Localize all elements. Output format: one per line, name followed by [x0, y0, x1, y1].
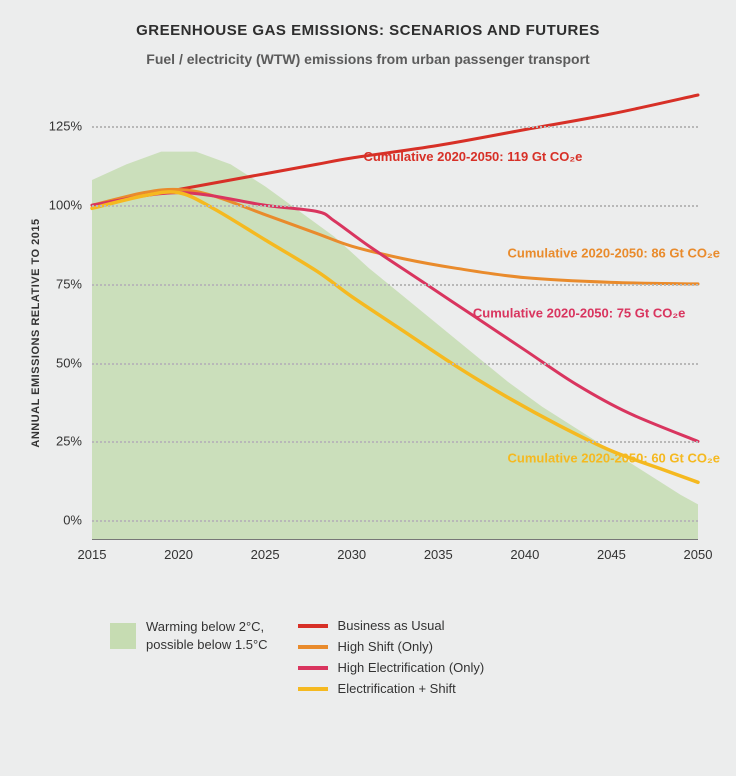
legend-area-item: Warming below 2°C, possible below 1.5°C — [110, 618, 268, 653]
legend-swatch-icon — [298, 687, 328, 691]
chart-title: GREENHOUSE GAS EMISSIONS: SCENARIOS AND … — [30, 22, 706, 39]
x-tick-label: 2040 — [510, 539, 539, 562]
legend-swatch-icon — [298, 624, 328, 628]
legend-item-elec_shift: Electrification + Shift — [298, 681, 485, 696]
chart-container: GREENHOUSE GAS EMISSIONS: SCENARIOS AND … — [0, 0, 736, 776]
x-tick-label: 2030 — [337, 539, 366, 562]
area-swatch-icon — [110, 623, 136, 649]
y-tick-label: 125% — [49, 119, 92, 134]
legend-swatch-icon — [298, 645, 328, 649]
x-tick-label: 2035 — [424, 539, 453, 562]
y-tick-label: 50% — [56, 355, 92, 370]
legend: Warming below 2°C, possible below 1.5°C … — [110, 618, 706, 696]
chart-subtitle: Fuel / electricity (WTW) emissions from … — [30, 51, 706, 67]
legend-item-label: Business as Usual — [338, 618, 445, 633]
legend-series-list: Business as Usual High Shift (Only) High E… — [298, 618, 485, 696]
legend-swatch-icon — [298, 666, 328, 670]
x-tick-label: 2015 — [78, 539, 107, 562]
legend-item-high_shift: High Shift (Only) — [298, 639, 485, 654]
legend-item-label: Electrification + Shift — [338, 681, 456, 696]
x-tick-label: 2025 — [251, 539, 280, 562]
series-annotation-elec_shift: Cumulative 2020-2050: 60 Gt CO₂e — [508, 450, 720, 465]
y-tick-label: 100% — [49, 198, 92, 213]
legend-item-label: High Electrification (Only) — [338, 660, 485, 675]
grid-line — [92, 441, 698, 443]
legend-item-bau: Business as Usual — [298, 618, 485, 633]
warming-area — [92, 152, 698, 539]
legend-area-label: Warming below 2°C, possible below 1.5°C — [146, 618, 268, 653]
legend-item-label: High Shift (Only) — [338, 639, 433, 654]
chart-area: ANNUAL EMISSIONS RELATIVE TO 2015 0%25%5… — [92, 95, 698, 570]
grid-line — [92, 126, 698, 128]
y-tick-label: 75% — [56, 276, 92, 291]
plot-region: 0%25%50%75%100%125%201520202025203020352… — [92, 95, 698, 540]
x-tick-label: 2045 — [597, 539, 626, 562]
legend-area-label-line1: Warming below 2°C, — [146, 619, 264, 634]
grid-line — [92, 363, 698, 365]
series-annotation-bau: Cumulative 2020-2050: 119 Gt CO₂e — [363, 149, 582, 164]
y-tick-label: 25% — [56, 434, 92, 449]
legend-item-high_elec: High Electrification (Only) — [298, 660, 485, 675]
x-tick-label: 2050 — [684, 539, 713, 562]
grid-line — [92, 284, 698, 286]
series-annotation-high_shift: Cumulative 2020-2050: 86 Gt CO₂e — [508, 245, 720, 260]
series-annotation-high_elec: Cumulative 2020-2050: 75 Gt CO₂e — [473, 305, 685, 320]
legend-area-label-line2: possible below 1.5°C — [146, 637, 268, 652]
grid-line — [92, 520, 698, 522]
y-axis-label: ANNUAL EMISSIONS RELATIVE TO 2015 — [30, 218, 42, 447]
grid-line — [92, 205, 698, 207]
y-tick-label: 0% — [63, 513, 92, 528]
x-tick-label: 2020 — [164, 539, 193, 562]
